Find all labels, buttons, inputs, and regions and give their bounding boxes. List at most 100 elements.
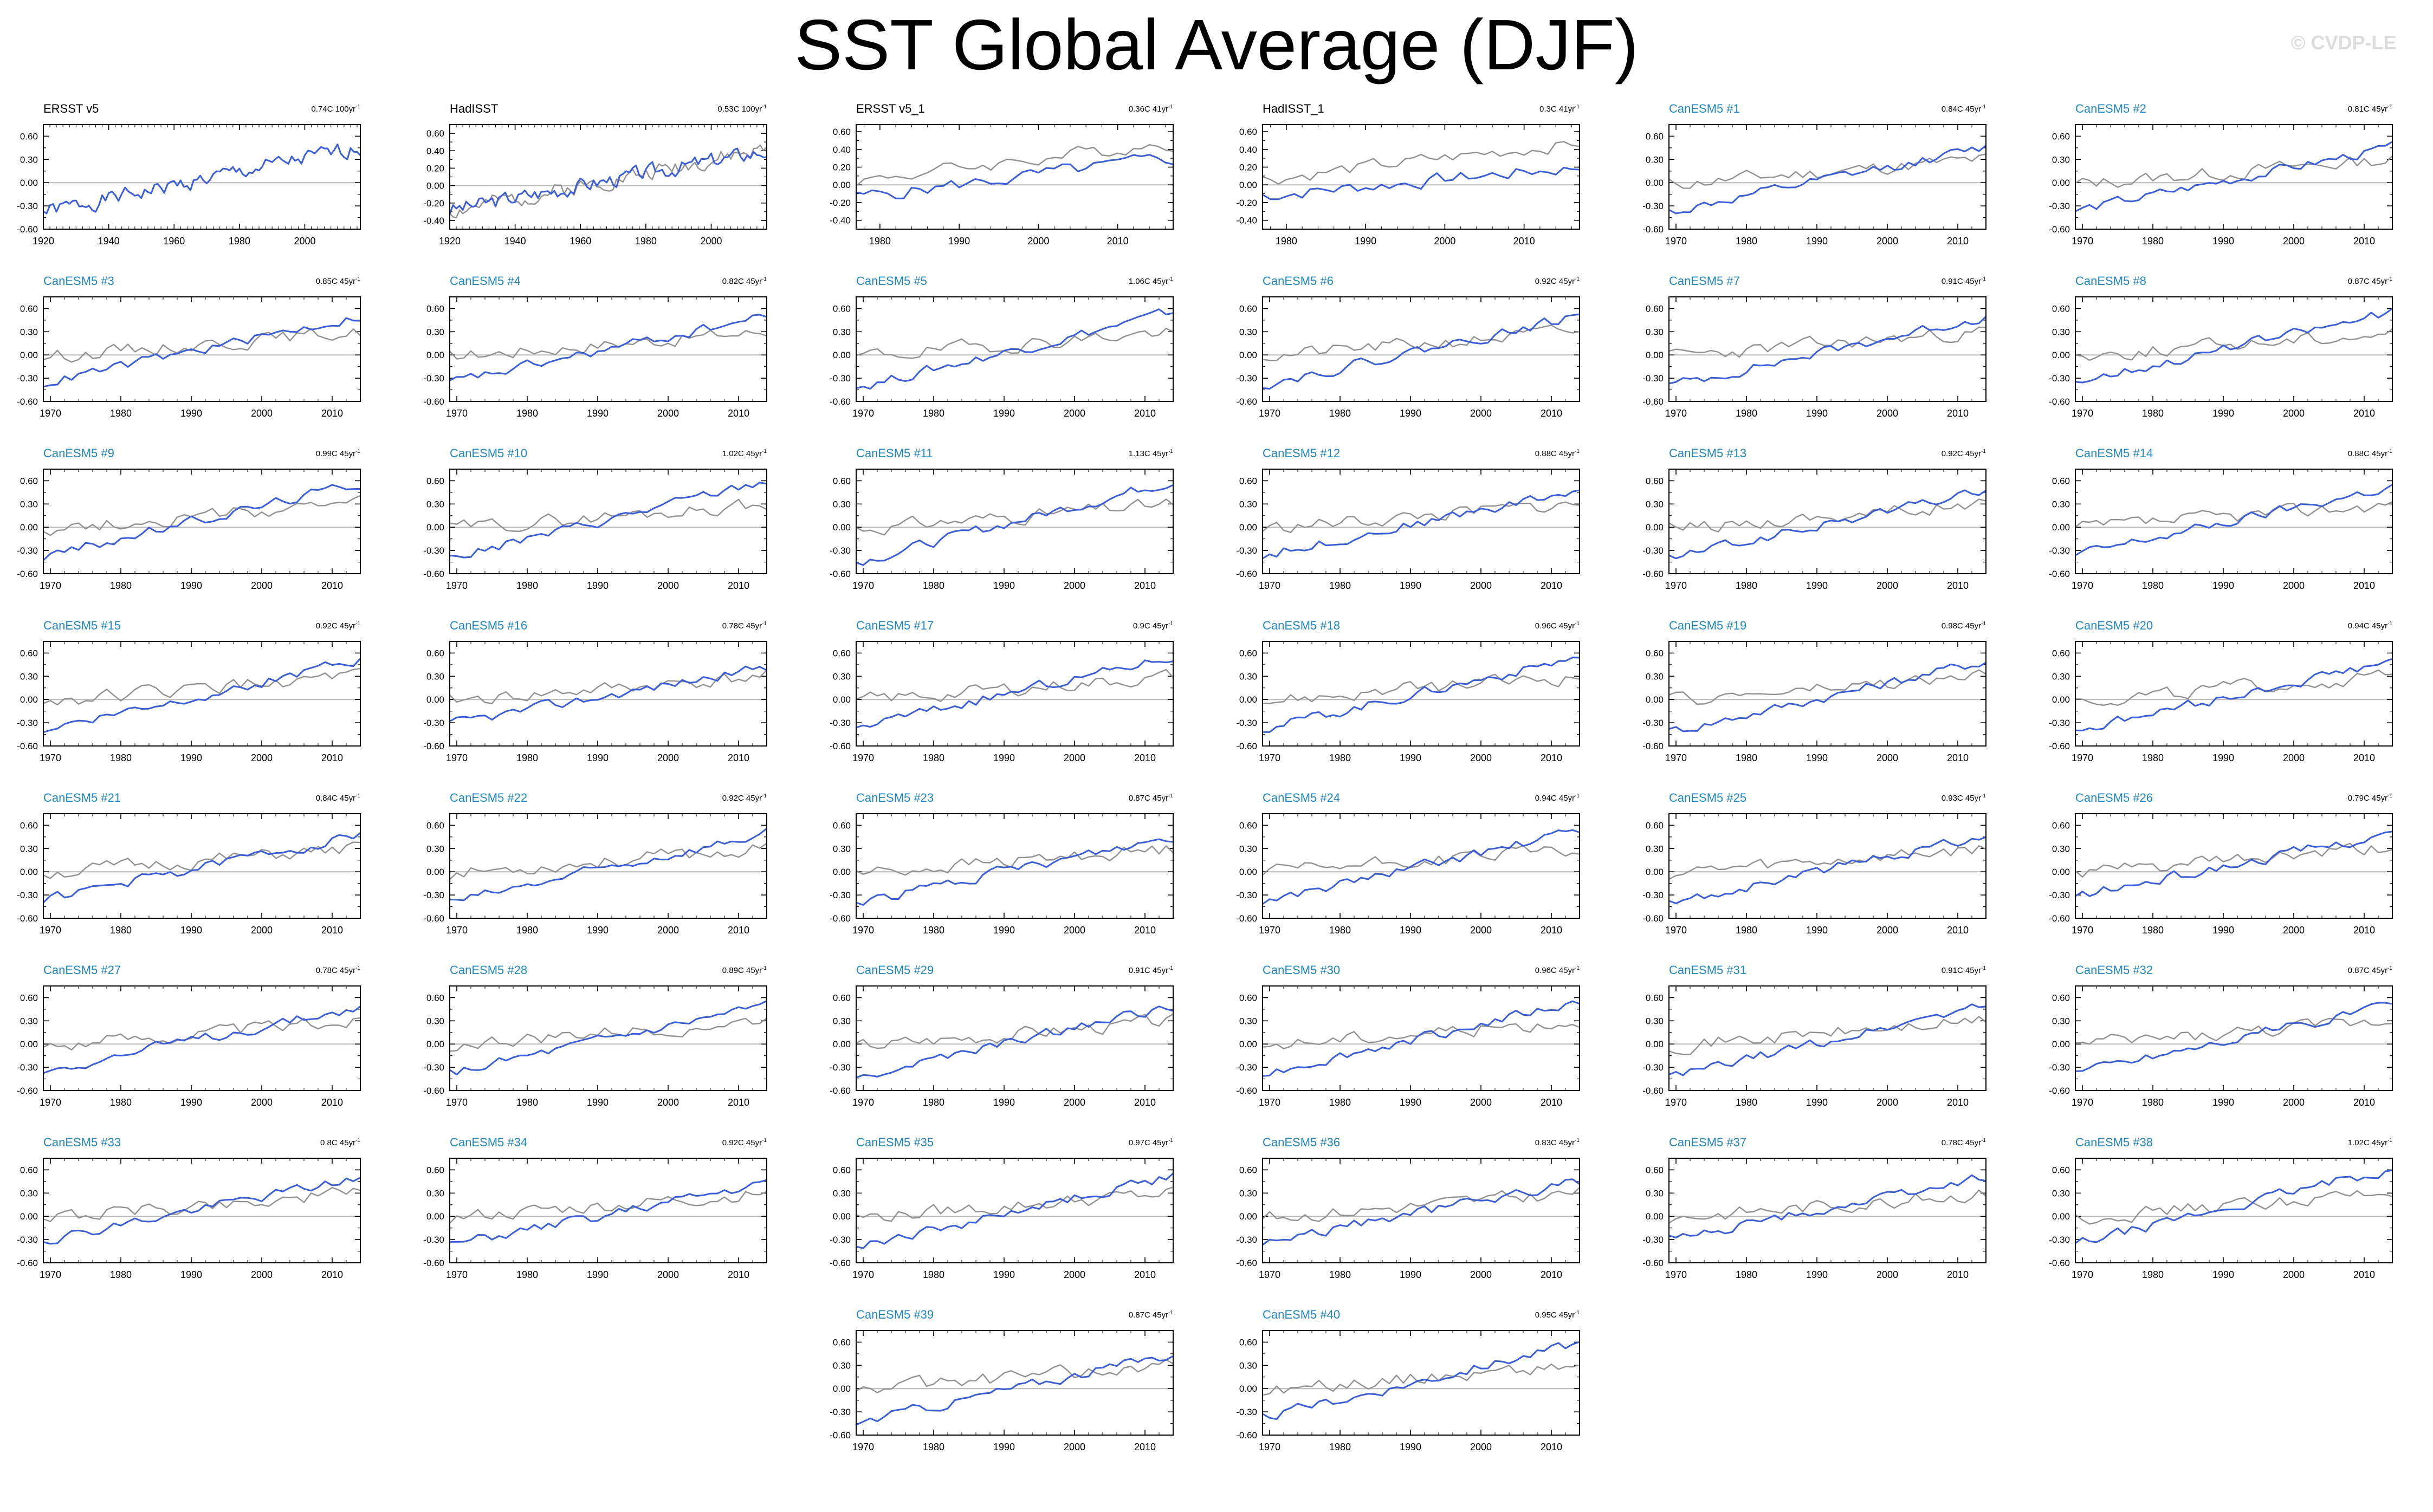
- x-tick-label: 1990: [993, 925, 1015, 936]
- y-tick-label: -0.30: [830, 546, 851, 556]
- panel-trend-label: 0.93C 45yr-1: [1941, 793, 1986, 803]
- x-tick-label: 2010: [321, 408, 343, 419]
- x-tick-label: 2000: [1064, 925, 1085, 936]
- panel-trend-label: 0.91C 45yr-1: [1128, 965, 1173, 975]
- plot-frame: [43, 124, 361, 230]
- chart-panel: CanESM5 #9 0.99C 45yr-1 0.60 0.30 0.00 -0.30 -…: [17, 446, 361, 591]
- x-tick-label: 2010: [1134, 580, 1156, 591]
- x-tick-label: 1970: [446, 925, 468, 936]
- trend-value: 0.78C 45yr: [722, 621, 762, 631]
- plot-frame: [856, 813, 1174, 919]
- x-tick-label: 1980: [869, 236, 891, 246]
- y-tick-label: 0.30: [20, 154, 38, 165]
- x-tick-label: 1980: [1736, 580, 1757, 591]
- y-tick-label: -0.30: [830, 1407, 851, 1417]
- trend-value: 1.02C 45yr: [722, 449, 762, 458]
- trend-value: 0.95C 45yr: [1535, 1310, 1575, 1320]
- trend-value: 0.96C 45yr: [1535, 621, 1575, 631]
- plot-frame: [43, 296, 361, 402]
- y-tick-label: 0.60: [2052, 992, 2070, 1003]
- x-tick-label: 2000: [2283, 408, 2305, 419]
- y-tick-label: 0.30: [426, 499, 444, 509]
- y-tick-label: -0.60: [17, 224, 38, 235]
- y-tick-label: 0.30: [833, 327, 851, 337]
- panel-trend-label: 1.02C 45yr-1: [722, 449, 767, 458]
- series-line-primary: [1262, 1341, 1580, 1420]
- y-tick-label: -0.30: [2049, 890, 2070, 900]
- panel-trend-label: 1.06C 45yr-1: [1128, 276, 1173, 286]
- chart-panel: CanESM5 #26 0.79C 45yr-1 0.60 0.30 0.00 -0.30…: [2049, 791, 2393, 936]
- plot-frame: [856, 124, 1174, 230]
- y-tick-label: -0.40: [830, 216, 851, 226]
- x-tick-label: 2000: [1064, 1097, 1085, 1108]
- x-tick-label: 1980: [1329, 925, 1351, 936]
- x-tick-label: 1970: [1665, 1269, 1687, 1280]
- y-tick-label: 0.00: [1239, 1039, 1257, 1049]
- plot-frame: [449, 124, 767, 230]
- x-tick-label: 1970: [1259, 408, 1280, 419]
- series-line-primary: [1668, 316, 1987, 385]
- x-tick-label: 1970: [1259, 1269, 1280, 1280]
- x-tick-label: 1990: [2212, 408, 2234, 419]
- series-line-primary: [856, 1005, 1174, 1079]
- panel-trend-label: 0.85C 45yr-1: [315, 276, 360, 286]
- x-tick-label: 1980: [2142, 408, 2164, 419]
- trend-value: 0.99C 45yr: [315, 449, 356, 458]
- series-line-primary: [856, 1355, 1174, 1426]
- y-tick-label: -0.30: [1236, 1407, 1257, 1417]
- panel-title: CanESM5 #35: [856, 1135, 934, 1149]
- x-tick-label: 2010: [2353, 236, 2375, 246]
- x-tick-label: 1980: [1276, 236, 1297, 246]
- y-tick-label: -0.30: [17, 890, 38, 900]
- y-tick-label: 0.60: [1239, 476, 1257, 486]
- series-line-reference: [1668, 845, 1986, 880]
- x-tick-label: 1980: [229, 236, 250, 246]
- x-tick-label: 2000: [1470, 580, 1492, 591]
- y-tick-label: 0.00: [833, 1211, 851, 1222]
- series-line-primary: [1668, 661, 1986, 732]
- x-tick-label: 1990: [180, 925, 202, 936]
- x-tick-label: 2010: [1134, 1097, 1156, 1108]
- x-tick-label: 2000: [657, 925, 679, 936]
- trend-value: 0.94C 45yr: [1535, 794, 1575, 803]
- x-tick-label: 2010: [1541, 925, 1562, 936]
- trend-value: 0.92C 45yr: [1941, 449, 1982, 458]
- y-tick-label: 0.00: [426, 1039, 444, 1049]
- x-tick-label: 1990: [1400, 752, 1421, 763]
- y-tick-label: 0.00: [426, 1211, 444, 1222]
- series-line-reference: [1668, 1016, 1986, 1055]
- x-tick-label: 1990: [587, 580, 609, 591]
- x-tick-label: 1990: [2212, 580, 2234, 591]
- x-tick-label: 1970: [2072, 1269, 2093, 1280]
- x-tick-label: 2010: [2353, 580, 2375, 591]
- panel-trend-label: 0.99C 45yr-1: [315, 449, 360, 458]
- series-line-primary: [1262, 166, 1580, 200]
- panel-title: CanESM5 #30: [1263, 963, 1341, 977]
- chart-panel: CanESM5 #25 0.93C 45yr-1 0.60 0.30 0.00 -0.30…: [1642, 791, 1986, 936]
- trend-value: 0.89C 45yr: [722, 966, 762, 975]
- y-tick-label: 0.30: [1239, 499, 1257, 509]
- y-tick-label: -0.30: [1642, 201, 1664, 211]
- chart-panel: CanESM5 #34 0.92C 45yr-1 0.60 0.30 0.00 -0.30…: [423, 1135, 767, 1280]
- chart-panel: CanESM5 #36 0.83C 45yr-1 0.60 0.30 0.00 -0.30…: [1236, 1135, 1580, 1280]
- y-tick-label: 0.60: [833, 1165, 851, 1175]
- y-tick-label: -0.60: [2049, 1258, 2070, 1268]
- series-line-reference: [449, 842, 767, 880]
- x-tick-label: 2000: [1470, 752, 1492, 763]
- x-tick-label: 2000: [1064, 408, 1085, 419]
- chart-panel: CanESM5 #33 0.8C 45yr-1 0.60 0.30 0.00 -0.30 -…: [17, 1135, 361, 1280]
- series-line-primary: [449, 828, 767, 901]
- plot-frame: [43, 985, 361, 1091]
- y-tick-label: 0.30: [833, 499, 851, 509]
- trend-value: 0.97C 45yr: [1128, 1138, 1169, 1147]
- series-line-primary: [1668, 145, 1986, 215]
- trend-value: 0.53C 100yr: [717, 105, 762, 114]
- panel-trend-label: 0.84C 45yr-1: [315, 793, 360, 803]
- series-line-primary: [43, 1177, 361, 1245]
- panel-trend-label: 0.3C 41yr-1: [1539, 104, 1580, 114]
- x-tick-label: 1990: [180, 580, 202, 591]
- chart-panel: CanESM5 #18 0.96C 45yr-1 0.60 0.30 0.00 -0.30…: [1236, 619, 1580, 763]
- x-tick-label: 1980: [516, 408, 538, 419]
- y-tick-label: 0.00: [20, 867, 38, 877]
